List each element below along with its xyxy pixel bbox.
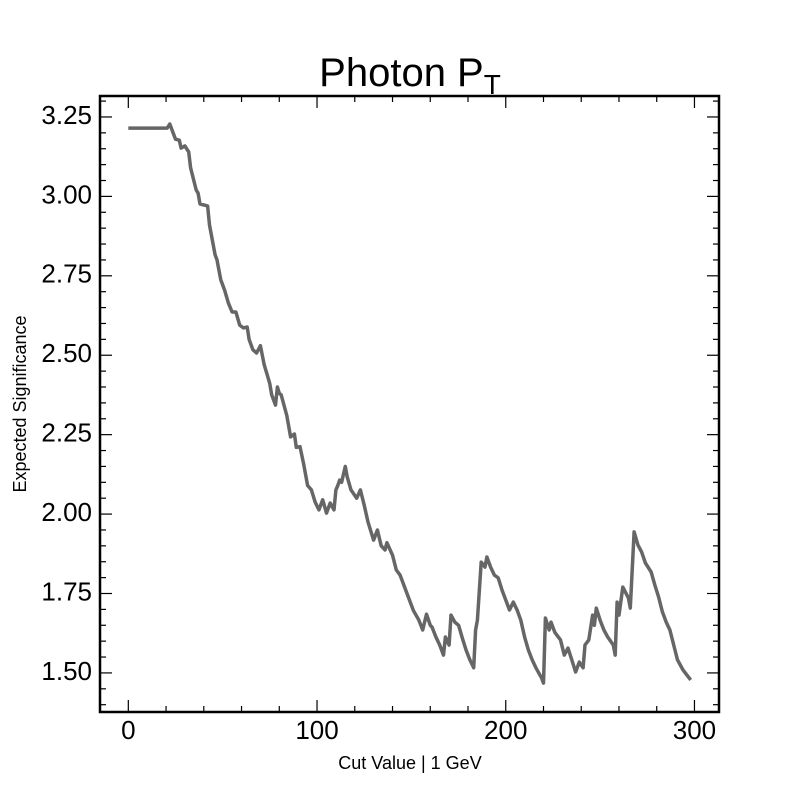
y-tick-label: 2.50 (41, 338, 92, 368)
x-axis-label: Cut Value | 1 GeV (338, 753, 481, 773)
y-tick-label: 2.75 (41, 259, 92, 289)
x-tick-label: 300 (673, 715, 716, 745)
plot-frame (98, 94, 721, 714)
data-line (128, 122, 693, 685)
x-tick-label: 200 (484, 715, 527, 745)
chart-title: Photon PT (319, 51, 501, 100)
y-tick-label: 2.00 (41, 497, 92, 527)
y-tick-label: 3.25 (41, 100, 92, 130)
x-tick-label: 100 (295, 715, 338, 745)
y-tick-label: 2.25 (41, 418, 92, 448)
y-tick-label: 1.75 (41, 576, 92, 606)
title-main: Photon P (319, 51, 484, 95)
y-axis-label: Expected Significance (10, 315, 30, 492)
y-tick-label: 1.50 (41, 656, 92, 686)
y-tick-label: 3.00 (41, 179, 92, 209)
title-subscript: T (484, 69, 501, 100)
x-tick-label: 0 (121, 715, 135, 745)
